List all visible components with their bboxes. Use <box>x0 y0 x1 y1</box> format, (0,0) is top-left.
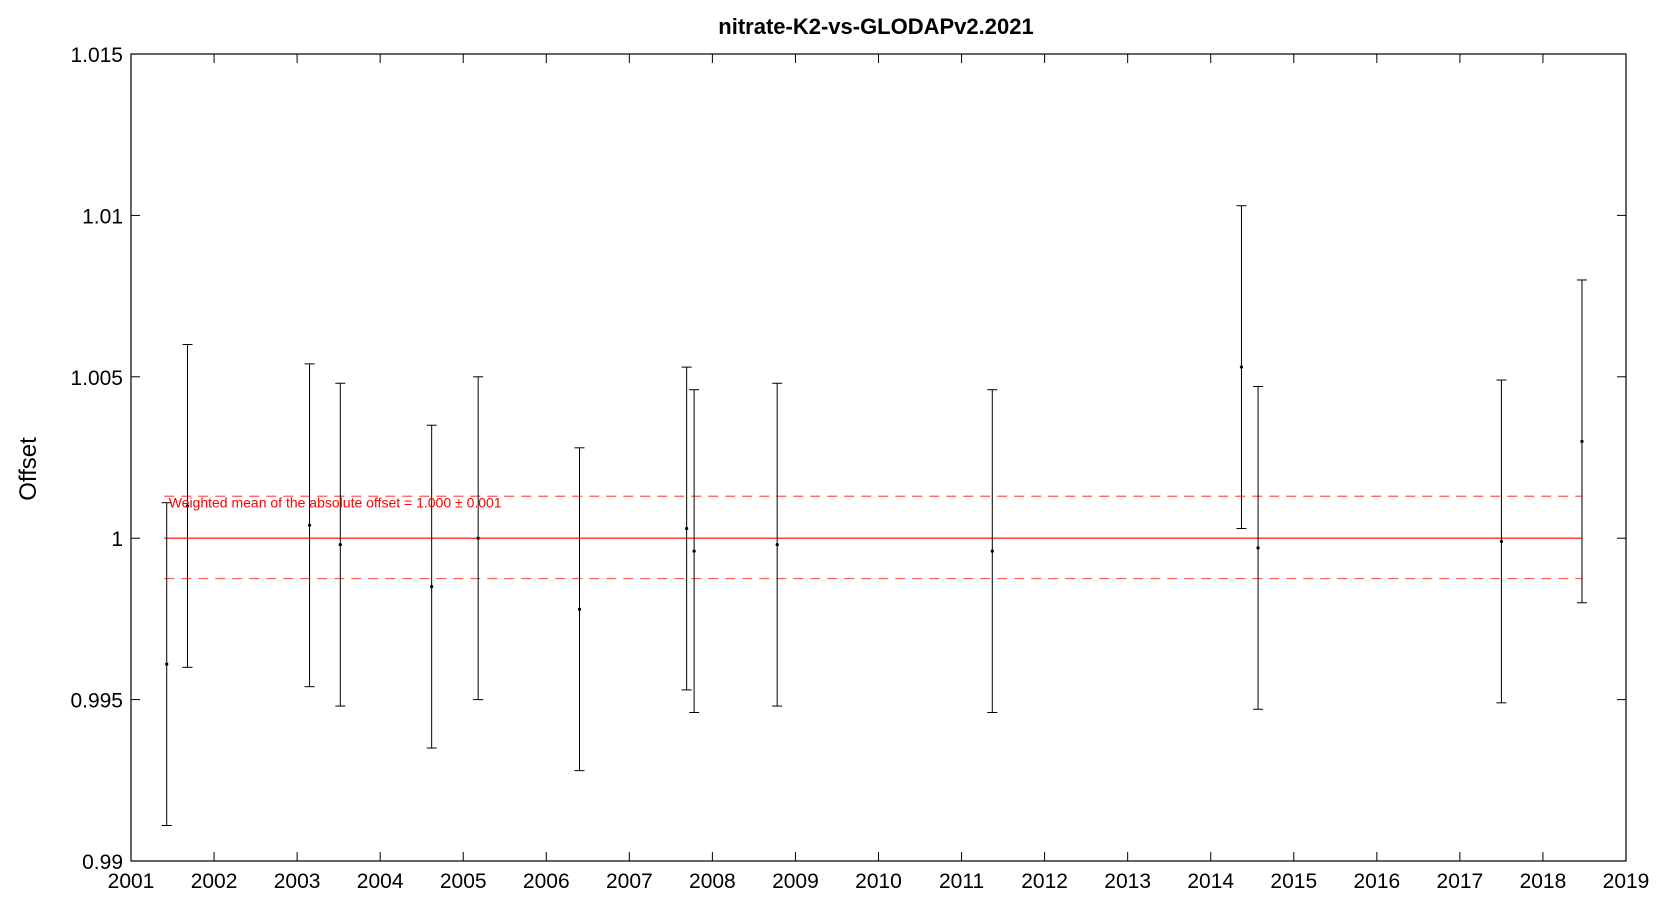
chart-title: nitrate-K2-vs-GLODAPv2.2021 <box>718 14 1033 39</box>
y-axis-label: Offset <box>15 437 42 501</box>
x-tick-label: 2014 <box>1187 870 1234 893</box>
y-tick-label: 0.99 <box>82 851 123 874</box>
x-tick-label: 2015 <box>1270 870 1317 893</box>
x-tick-label: 2012 <box>1021 870 1068 893</box>
data-point <box>476 536 480 540</box>
x-tick-label: 2008 <box>689 870 736 893</box>
data-point <box>1239 365 1244 369</box>
data-point <box>430 585 434 589</box>
x-tick-label: 2005 <box>440 870 487 893</box>
data-point <box>1256 546 1260 550</box>
data-point <box>990 549 994 553</box>
x-tick-label: 2004 <box>357 870 404 893</box>
y-tick-label: 0.995 <box>70 690 123 713</box>
y-tick-label: 1.005 <box>70 367 123 390</box>
x-tick-label: 2003 <box>274 870 321 893</box>
axes-box <box>130 53 1627 862</box>
data-point <box>185 504 190 508</box>
x-tick-label: 2002 <box>191 870 238 893</box>
data-point <box>1580 439 1584 443</box>
data-point <box>685 526 689 531</box>
x-tick-label: 2007 <box>606 870 653 893</box>
data-point <box>338 543 342 547</box>
x-tick-label: 2019 <box>1603 870 1650 893</box>
mean-annotation: Weighted mean of the absolute offset = 1… <box>169 495 502 511</box>
x-tick-label: 2001 <box>108 870 155 893</box>
x-tick-label: 2017 <box>1437 870 1484 893</box>
data-point <box>165 662 169 666</box>
y-tick-label: 1.01 <box>82 205 123 228</box>
data-point <box>577 607 582 611</box>
x-tick-label: 2013 <box>1104 870 1151 893</box>
x-tick-label: 2009 <box>772 870 819 893</box>
plot-area: 2001 2002 2003 2004 2005 2006 2007 2008 2009 2010… <box>70 44 1649 893</box>
y-tick-label: 1.015 <box>70 44 123 67</box>
x-tick-label: 2011 <box>939 870 984 893</box>
x-tick-label: 2016 <box>1353 870 1400 893</box>
x-tick-label: 2010 <box>855 870 902 893</box>
x-tick-label: 2018 <box>1520 870 1567 893</box>
y-tick-label: 1 <box>111 528 123 551</box>
data-point <box>1499 539 1504 544</box>
data-point <box>775 543 779 547</box>
data-point <box>307 523 312 527</box>
data-point <box>692 549 696 553</box>
x-tick-label: 2006 <box>523 870 570 893</box>
